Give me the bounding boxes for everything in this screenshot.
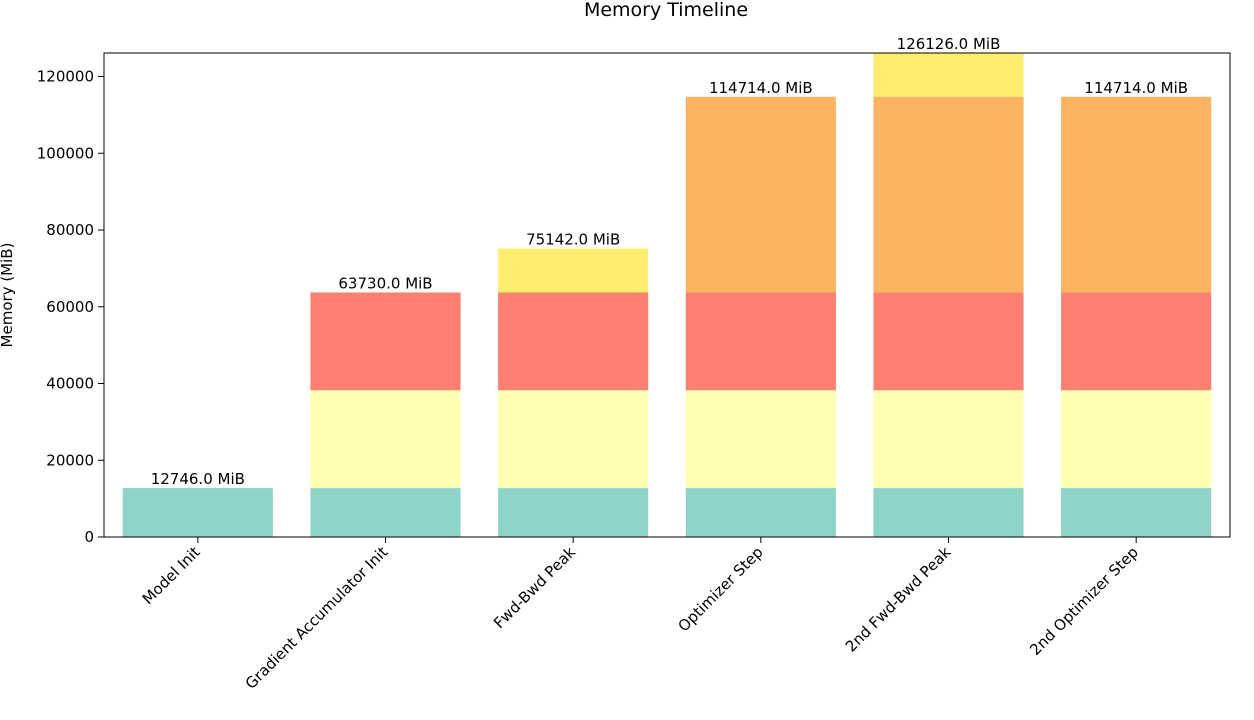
bar-segment xyxy=(498,248,649,293)
x-tick-label: Fwd-Bwd Peak xyxy=(490,543,579,632)
bar-segment xyxy=(498,292,649,391)
bar-segment xyxy=(498,488,649,537)
y-tick-label: 20000 xyxy=(46,451,94,469)
bar-segment xyxy=(873,390,1024,489)
x-axis: Model Init Gradient Accumulator Init Fwd-B… xyxy=(139,537,1142,693)
y-axis-label: Memory (MiB) xyxy=(0,243,16,348)
bar-total-label: 114714.0 MiB xyxy=(709,79,813,97)
bar-segment xyxy=(1061,390,1212,489)
x-tick-label: Gradient Accumulator Init xyxy=(242,543,392,693)
x-tick-label: 2nd Optimizer Step xyxy=(1026,543,1142,659)
bar-segment xyxy=(310,292,461,391)
bar-segment xyxy=(685,390,836,489)
y-tick-label: 80000 xyxy=(46,221,94,239)
y-axis: 0 20000 40000 60000 80000 100000 120000 xyxy=(37,68,104,546)
y-tick-label: 40000 xyxy=(46,375,94,393)
bar-segment xyxy=(498,390,649,489)
bar-total-label: 63730.0 MiB xyxy=(338,274,432,292)
bar-total-label: 114714.0 MiB xyxy=(1084,79,1188,97)
bar-segment xyxy=(685,292,836,391)
bar-segment xyxy=(685,488,836,537)
y-tick-label: 0 xyxy=(84,528,94,546)
y-tick-label: 60000 xyxy=(46,298,94,316)
bar-segment xyxy=(873,488,1024,537)
bar-total-label: 12746.0 MiB xyxy=(151,470,245,488)
data-labels: 12746.0 MiB 63730.0 MiB 75142.0 MiB 114714.… xyxy=(151,35,1188,488)
bar-segment xyxy=(1061,488,1212,537)
x-tick-label: 2nd Fwd-Bwd Peak xyxy=(842,543,955,656)
bar-segment xyxy=(685,96,836,293)
bar-segment xyxy=(1061,292,1212,391)
bar-segment xyxy=(310,488,461,537)
chart-title: Memory Timeline xyxy=(584,0,748,21)
bar-segment xyxy=(873,96,1024,293)
plot-frame xyxy=(103,52,1231,538)
y-tick-label: 120000 xyxy=(37,68,94,86)
x-tick-label: Model Init xyxy=(139,543,204,608)
bar-segment xyxy=(873,53,1024,97)
x-tick-label: Optimizer Step xyxy=(674,543,766,635)
bar-segment xyxy=(122,488,273,537)
bars-group xyxy=(122,53,1212,537)
bar-total-label: 75142.0 MiB xyxy=(526,231,620,249)
bar-segment xyxy=(873,292,1024,391)
bar-total-label: 126126.0 MiB xyxy=(897,35,1001,53)
bar-segment xyxy=(310,390,461,489)
bar-segment xyxy=(1061,96,1212,293)
y-tick-label: 100000 xyxy=(37,144,94,162)
